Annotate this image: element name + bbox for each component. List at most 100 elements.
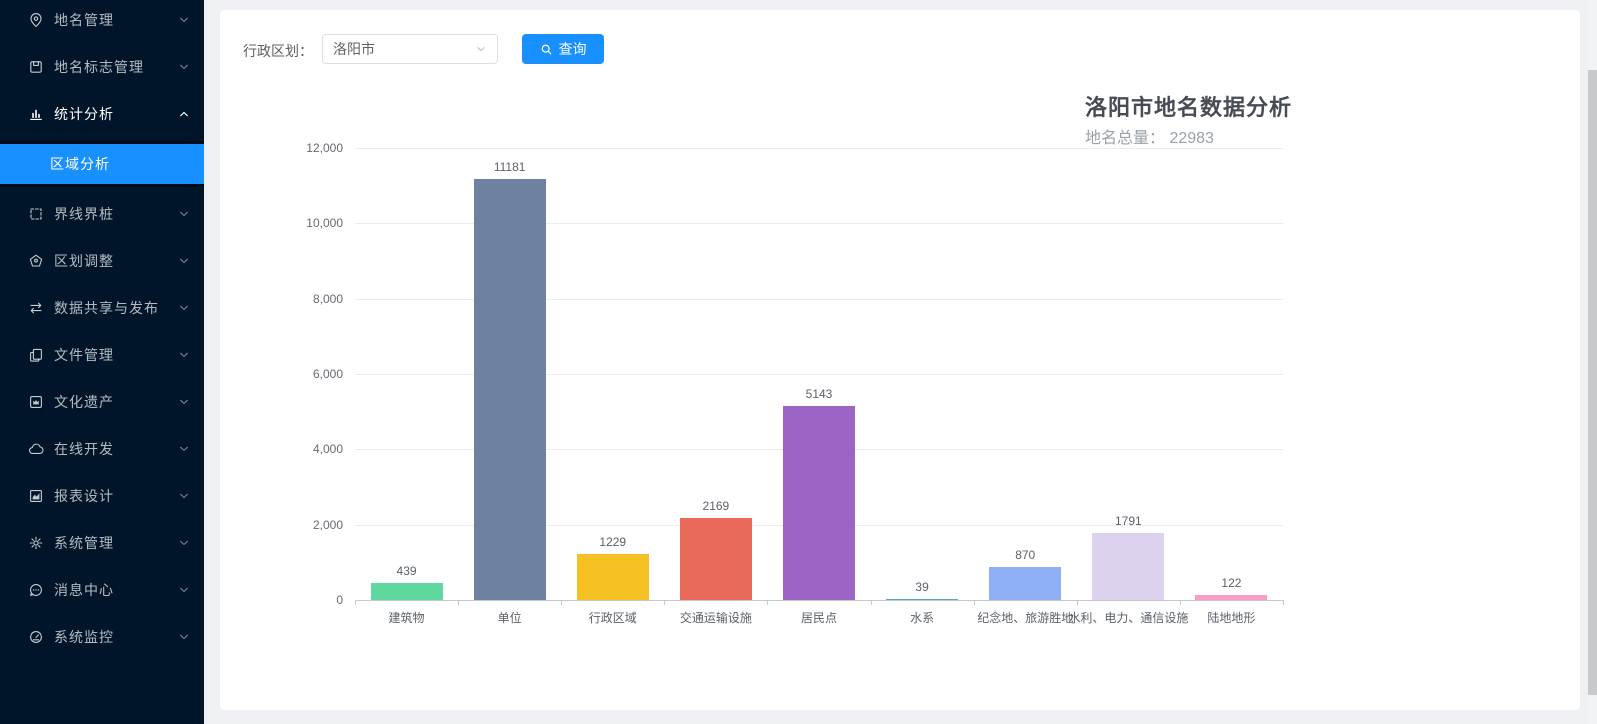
x-axis-line (355, 600, 1283, 601)
sidebar-item-label: 统计分析 (54, 106, 114, 122)
chart-bar[interactable] (989, 567, 1062, 600)
sidebar-item-label: 报表设计 (54, 488, 114, 504)
gridline (355, 374, 1283, 375)
region-select[interactable]: 洛阳市 (322, 34, 498, 64)
chart-bar[interactable] (370, 583, 443, 600)
y-axis-tick-label: 8,000 (312, 291, 343, 306)
sidebar-submenu: 区域分析 (0, 141, 204, 187)
sidebar-item[interactable]: 消息中心 (0, 570, 204, 610)
bar-value-label: 870 (1015, 548, 1036, 563)
gridline (355, 223, 1283, 225)
y-axis-tick-label: 6,000 (312, 367, 343, 381)
chevron-down-icon (475, 43, 487, 55)
chevron-up-icon (178, 108, 190, 120)
chevron-down-icon (178, 61, 190, 73)
heritage-icon (28, 394, 44, 410)
location-pin-icon (28, 12, 44, 28)
x-axis-tick (355, 600, 356, 605)
chart-bar[interactable] (886, 598, 959, 600)
page-scrollbar-thumb[interactable] (1588, 70, 1597, 695)
x-axis-tick (1179, 600, 1181, 605)
chevron-down-icon (178, 349, 190, 361)
share-icon (28, 300, 44, 316)
y-axis-tick-label: 0 (336, 593, 343, 607)
search-button-label: 查询 (558, 41, 587, 57)
chevron-down-icon (178, 443, 190, 455)
sidebar: 地名管理地名标志管理 统计分析区域分析界线界桩区划调整数据共享与发布文件管理文化遗… (0, 0, 204, 724)
sidebar-item[interactable]: 系统管理 (0, 523, 204, 563)
search-button[interactable]: 查询 (522, 34, 604, 64)
chevron-down-icon (178, 14, 190, 26)
sidebar-item[interactable]: 数据共享与发布 (0, 288, 204, 328)
sidebar-item-label: 地名标志管理 (54, 59, 144, 75)
sidebar-item-label: 在线开发 (54, 441, 114, 457)
search-icon (540, 43, 553, 56)
sidebar-item-label: 界线界桩 (54, 206, 114, 222)
sidebar-item-label: 数据共享与发布 (54, 300, 159, 316)
x-axis-category-label: 水利、电力、通信设施 (1068, 611, 1189, 625)
chevron-down-icon (178, 490, 190, 502)
region-select-value: 洛阳市 (333, 41, 375, 57)
chevron-down-icon (178, 537, 190, 549)
sidebar-item[interactable]: 区划调整 (0, 241, 204, 281)
chart-title: 洛阳市地名数据分析 (1085, 95, 1293, 120)
x-axis-category-label: 建筑物 (388, 611, 425, 625)
x-axis-category-label: 交通运输设施 (679, 611, 752, 625)
chevron-down-icon (178, 302, 190, 314)
y-axis-tick-label: 4,000 (312, 442, 343, 457)
x-axis-tick (1076, 600, 1078, 605)
bar-value-label: 1791 (1114, 513, 1142, 528)
chart-bar[interactable] (1092, 532, 1165, 600)
bar-chart: 0 2,000 4,000 6,000 8,000 10,000 12,000 439 建筑物 1… (306, 141, 1284, 625)
x-axis-tick (870, 600, 872, 605)
y-axis-tick-label: 12,000 (306, 141, 343, 155)
files-icon (28, 347, 44, 363)
x-axis-category-label: 陆地地形 (1207, 611, 1256, 625)
chevron-down-icon (178, 631, 190, 643)
sidebar-item[interactable]: 报表设计 (0, 476, 204, 516)
x-axis-tick (561, 600, 563, 605)
region-filter-label: 行政区划： (243, 43, 313, 59)
chart-bar[interactable] (783, 406, 855, 600)
sidebar-item[interactable]: 统计分析 (0, 94, 204, 134)
x-axis-tick (1283, 600, 1284, 605)
sidebar-nav: 地名管理地名标志管理 统计分析区域分析界线界桩区划调整数据共享与发布文件管理文化遗… (0, 0, 204, 657)
chart-bar[interactable] (473, 178, 546, 600)
gridline (355, 298, 1283, 300)
message-icon (28, 582, 44, 598)
bar-value-label: 39 (915, 579, 929, 594)
sidebar-item[interactable]: 地名标志管理 (0, 47, 204, 87)
bar-value-label: 439 (396, 564, 417, 579)
sidebar-item-label: 文化遗产 (54, 394, 114, 410)
sidebar-item-label: 消息中心 (54, 582, 114, 598)
y-axis-tick-label: 2,000 (312, 517, 343, 532)
sidebar-subitem-label: 区域分析 (50, 156, 110, 172)
x-axis-category-label: 水系 (910, 611, 935, 625)
x-axis-tick (973, 600, 975, 605)
report-icon (28, 488, 44, 504)
chart-bar[interactable] (576, 553, 649, 600)
sidebar-subitem[interactable]: 区域分析 (0, 144, 204, 184)
sidebar-item-label: 系统监控 (54, 629, 114, 645)
district-icon (28, 253, 44, 269)
sidebar-item[interactable]: 在线开发 (0, 429, 204, 469)
bar-value-label: 5143 (805, 387, 833, 402)
chevron-down-icon (178, 208, 190, 220)
bar-value-label: 11181 (493, 159, 526, 174)
chevron-down-icon (178, 584, 190, 596)
chart-bar[interactable] (1195, 595, 1268, 600)
sidebar-item[interactable]: 文件管理 (0, 335, 204, 375)
sidebar-item[interactable]: 界线界桩 (0, 194, 204, 234)
y-axis-tick-label: 10,000 (306, 216, 343, 231)
monitor-icon (28, 629, 44, 645)
gear-icon (28, 535, 44, 551)
sidebar-item[interactable]: 文化遗产 (0, 382, 204, 422)
bar-value-label: 1229 (599, 534, 627, 549)
sidebar-item[interactable]: 系统监控 (0, 617, 204, 657)
x-axis-tick (767, 600, 769, 605)
sidebar-item[interactable]: 地名管理 (0, 0, 204, 40)
content-card: 行政区划： 洛阳市 查询 洛阳市地名数据分析 地名总量： 22983 0 2,00… (220, 10, 1580, 710)
cloud-icon (28, 441, 44, 457)
chart-bar[interactable] (679, 518, 752, 600)
x-axis-category-label: 行政区域 (588, 611, 637, 625)
